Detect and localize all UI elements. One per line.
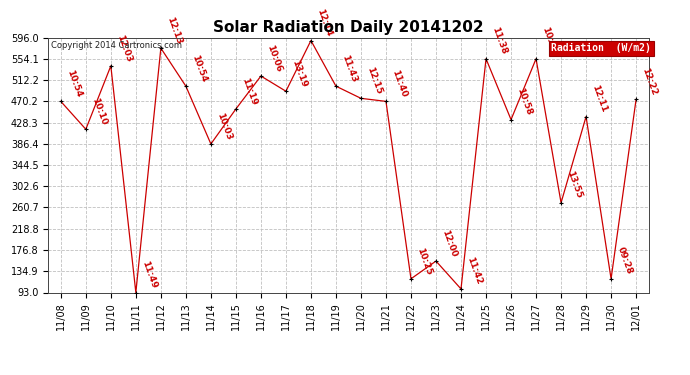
Point [631,96,642,102]
Text: 10:54: 10:54 [190,53,208,83]
Text: 10:41: 10:41 [540,26,558,56]
Point [606,276,617,282]
Text: 10:25: 10:25 [415,246,433,276]
Text: 12:15: 12:15 [365,66,384,96]
Text: 09:28: 09:28 [615,246,633,276]
Point [480,56,491,62]
Text: 11:42: 11:42 [465,256,484,286]
Point [506,117,517,123]
Point [80,126,91,132]
Point [255,73,266,79]
Point [431,258,442,264]
Text: 11:40: 11:40 [390,69,408,99]
Point [580,114,591,120]
Point [130,290,141,296]
Point [180,83,191,89]
Text: 12:00: 12:00 [440,228,458,258]
Text: 12:14: 12:14 [315,8,333,38]
Text: 11:19: 11:19 [240,76,258,106]
Text: 10:10: 10:10 [90,97,108,126]
Text: Copyright 2014 Cartronics.com: Copyright 2014 Cartronics.com [51,41,182,50]
Point [331,83,342,89]
Text: 12:03: 12:03 [115,33,133,63]
Text: 11:38: 11:38 [490,26,509,56]
Point [555,200,566,206]
Point [455,286,466,292]
Point [155,45,166,51]
Text: 12:13: 12:13 [165,15,184,45]
Point [406,276,417,282]
Text: 13:19: 13:19 [290,58,308,88]
Text: 11:49: 11:49 [140,260,158,290]
Point [380,98,391,104]
Point [55,98,66,104]
Text: 10:54: 10:54 [65,69,83,99]
Text: 10:58: 10:58 [515,87,533,117]
Text: 12:11: 12:11 [590,84,609,114]
Point [280,88,291,94]
Point [531,56,542,62]
Point [306,38,317,44]
Point [230,106,241,112]
Point [355,95,366,101]
Text: 10:06: 10:06 [265,44,283,73]
Point [106,63,117,69]
Text: 10:03: 10:03 [215,111,233,141]
Text: Radiation  (W/m2): Radiation (W/m2) [551,43,651,53]
Title: Solar Radiation Daily 20141202: Solar Radiation Daily 20141202 [213,20,484,35]
Text: 11:43: 11:43 [340,53,358,83]
Text: 12:22: 12:22 [640,67,658,97]
Point [206,141,217,147]
Text: 13:55: 13:55 [565,170,584,200]
